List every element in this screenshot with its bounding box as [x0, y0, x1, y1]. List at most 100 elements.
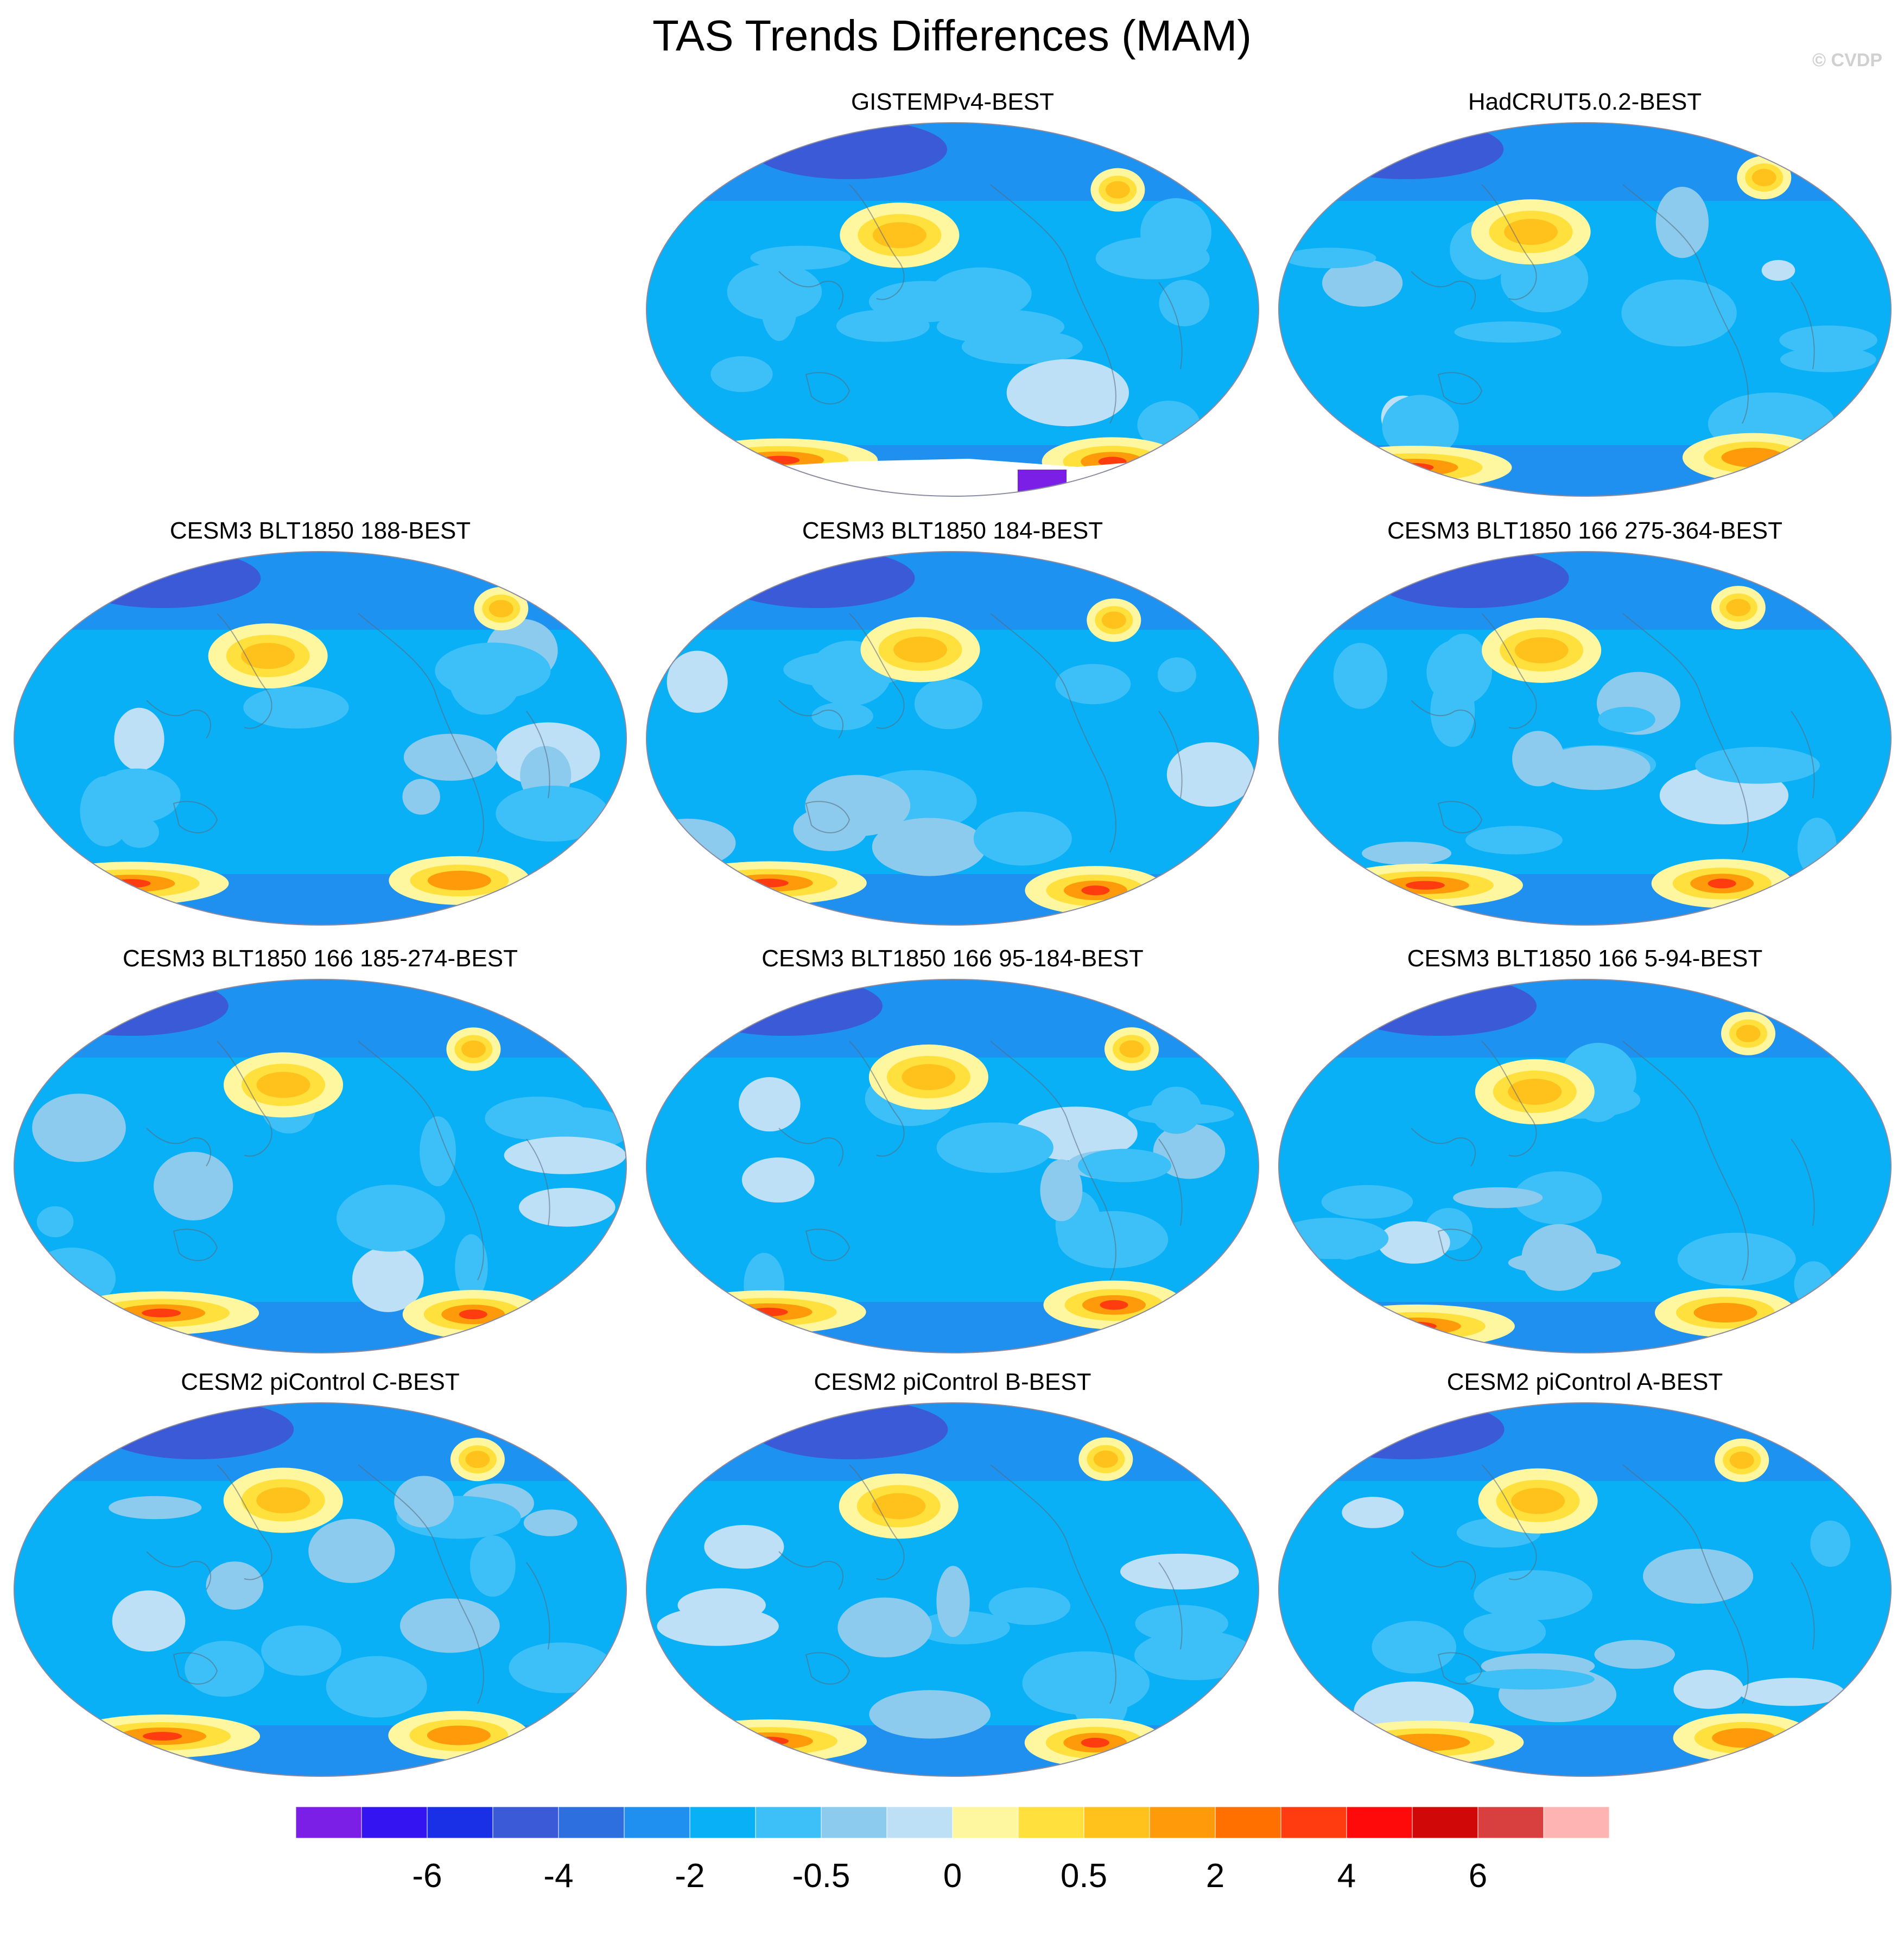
map-outline — [1278, 1402, 1892, 1777]
weak-anomaly — [1621, 279, 1737, 347]
coastline — [358, 1464, 484, 1704]
warm-anomaly — [1093, 1450, 1118, 1468]
colorbar-box — [952, 1806, 1019, 1839]
weak-anomaly — [1655, 186, 1709, 258]
coastline — [526, 1562, 550, 1650]
weak-anomaly — [1540, 745, 1651, 790]
map-panel: CESM3 BLT1850 184-BEST — [643, 516, 1262, 928]
panel-title: CESM2 piControl B-BEST — [814, 1369, 1091, 1395]
weak-anomaly — [109, 1496, 202, 1520]
coastline — [778, 1128, 844, 1167]
weak-anomaly — [1166, 742, 1254, 807]
colorbar-box — [1083, 1806, 1150, 1839]
coastline — [1481, 1464, 1537, 1580]
weak-anomaly — [936, 1566, 970, 1637]
weak-anomaly — [1159, 280, 1210, 327]
weak-anomaly — [1810, 1520, 1851, 1567]
warm-anomaly — [427, 1725, 491, 1745]
weak-anomaly — [261, 1625, 342, 1676]
warm-anomaly — [1751, 169, 1776, 187]
coastline — [849, 613, 905, 729]
weak-anomaly — [1361, 841, 1452, 865]
copyright-watermark: © CVDP — [1812, 50, 1882, 71]
colorbar-tick-label: 0.5 — [1060, 1857, 1108, 1895]
coastline — [1411, 1551, 1476, 1590]
coastline — [990, 184, 1116, 424]
weak-anomaly — [710, 356, 773, 393]
weak-anomaly — [519, 1188, 615, 1227]
coastline — [1411, 271, 1476, 310]
weak-anomaly — [469, 1535, 516, 1597]
map-panel: HadCRUT5.0.2-BEST — [1275, 87, 1894, 499]
weak-anomaly — [1095, 237, 1210, 280]
warm-anomaly — [1708, 878, 1736, 889]
weak-anomaly — [399, 1598, 500, 1653]
weak-anomaly — [741, 1157, 815, 1203]
map-panel: CESM3 BLT1850 166 185-274-BEST — [11, 944, 630, 1356]
map-outline — [646, 979, 1259, 1353]
coastline — [1791, 711, 1815, 799]
weak-anomaly — [1055, 663, 1131, 705]
weak-anomaly — [154, 1151, 233, 1220]
map-panel: CESM2 piControl C-BEST — [11, 1367, 630, 1780]
colorbar-box — [492, 1806, 559, 1839]
warm-anomaly — [1729, 1451, 1754, 1469]
weak-anomaly — [504, 1136, 626, 1174]
weak-anomaly — [872, 818, 986, 876]
warm-anomaly — [256, 1072, 310, 1098]
weak-anomaly — [1779, 325, 1878, 355]
weak-anomaly — [837, 1597, 932, 1657]
map — [646, 122, 1259, 497]
figure-title: TAS Trends Differences (MAM) — [652, 11, 1252, 60]
weak-anomaly — [1463, 1612, 1546, 1652]
coastline — [990, 1464, 1116, 1704]
panel-title: CESM3 BLT1850 184-BEST — [802, 517, 1103, 544]
colorbar-box — [295, 1806, 362, 1839]
weak-anomaly — [914, 679, 982, 730]
colorbar-box — [886, 1806, 953, 1839]
weak-anomaly — [326, 1656, 427, 1718]
weak-anomaly — [206, 1561, 264, 1610]
weak-anomaly — [114, 707, 164, 771]
map-outline — [1278, 122, 1892, 497]
panel-title: CESM3 BLT1850 166 275-364-BEST — [1387, 517, 1783, 544]
coastline — [1158, 1562, 1183, 1650]
warm-anomaly — [1119, 1040, 1144, 1058]
weak-anomaly — [1077, 1149, 1172, 1182]
coastline — [1158, 1138, 1183, 1226]
colorbar-box — [755, 1806, 822, 1839]
map — [14, 1402, 627, 1777]
coastline — [173, 1652, 218, 1685]
coastline — [526, 711, 550, 799]
weak-anomaly — [1006, 359, 1129, 427]
coastline — [173, 1229, 218, 1261]
coastline — [1411, 700, 1476, 739]
weak-anomaly — [1598, 706, 1655, 733]
weak-anomaly — [869, 1690, 991, 1739]
coastline — [1437, 1229, 1483, 1261]
coastline — [849, 1041, 905, 1157]
warm-anomaly — [241, 643, 295, 669]
coastline — [1791, 1138, 1815, 1226]
weak-anomaly — [1134, 1630, 1255, 1680]
weak-anomaly — [1283, 248, 1376, 269]
coastline — [217, 1464, 272, 1580]
map — [646, 1402, 1259, 1777]
map-outline — [14, 551, 627, 926]
colorbar-tick-label: 0 — [943, 1857, 962, 1895]
coastline — [1791, 282, 1815, 370]
map-panel: CESM2 piControl A-BEST — [1275, 1367, 1894, 1780]
weak-anomaly — [936, 1122, 1053, 1173]
coastline — [1158, 711, 1183, 799]
colorbar-box — [821, 1806, 887, 1839]
weak-anomaly — [1157, 657, 1196, 692]
weak-anomaly — [337, 1185, 445, 1252]
coastline — [990, 613, 1116, 853]
colorbar-tick-label: -6 — [412, 1857, 442, 1895]
warm-anomaly — [427, 870, 491, 890]
map-panel: CESM3 BLT1850 166 5-94-BEST — [1275, 944, 1894, 1356]
colorbar-box — [1543, 1806, 1610, 1839]
weak-anomaly — [523, 1509, 577, 1536]
map — [646, 979, 1259, 1353]
warm-anomaly — [143, 1732, 182, 1741]
